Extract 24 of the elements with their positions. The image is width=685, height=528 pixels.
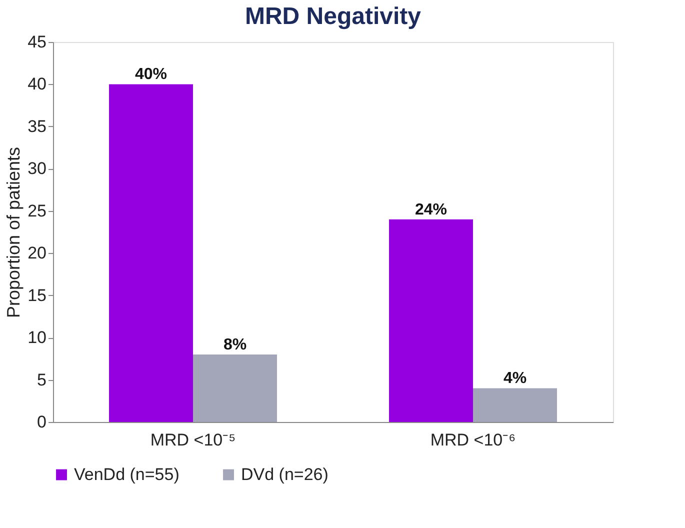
x-tick-label: MRD <10⁻⁶: [430, 430, 516, 450]
y-tick-label: 20: [28, 244, 46, 263]
y-tick-label: 0: [37, 412, 46, 432]
legend-label: VenDd (n=55): [74, 464, 180, 484]
bar: [389, 219, 473, 422]
y-tick-label: 10: [28, 328, 46, 348]
chart-title: MRD Negativity: [244, 3, 422, 30]
y-tick-label: 25: [28, 201, 46, 220]
y-tick-label: 5: [37, 370, 46, 390]
data-label: 24%: [414, 201, 448, 218]
bar: [109, 84, 193, 422]
data-label: 40%: [134, 66, 168, 84]
bar: [193, 354, 277, 422]
y-tick-label: 30: [28, 159, 46, 178]
y-axis-title: Proportion of patients: [4, 146, 24, 318]
y-tick-label: 15: [28, 286, 46, 305]
x-tick-label: MRD <10⁻⁵: [150, 430, 236, 450]
bar: [473, 388, 557, 422]
data-label: 4%: [503, 370, 527, 388]
y-tick-label: 35: [28, 116, 46, 136]
data-label: 8%: [223, 336, 247, 354]
y-tick-label: 40: [28, 74, 46, 94]
legend-label: DVd (n=26): [241, 464, 328, 484]
y-tick-label: 45: [28, 32, 46, 52]
